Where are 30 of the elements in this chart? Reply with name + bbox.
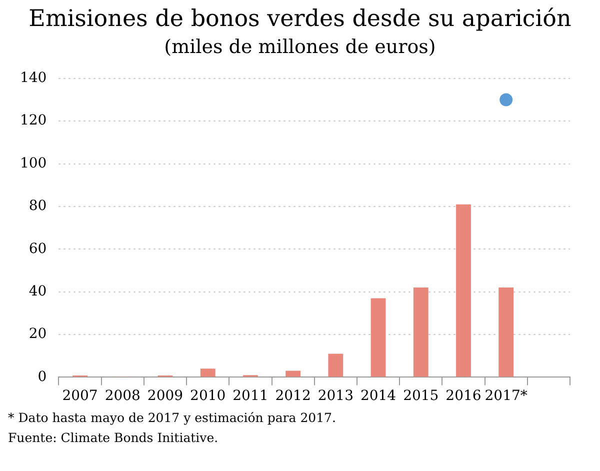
bar — [370, 298, 386, 377]
text: * Dato hasta mayo de 2017 y estimación para 2017. — [8, 409, 337, 427]
x-tick-label: 2008 — [104, 388, 140, 404]
x-tick-label: 2014 — [360, 388, 396, 404]
x-tick-label: 2009 — [147, 388, 184, 404]
x-tick-label: 2011 — [232, 388, 268, 404]
y-tick-label: 80 — [28, 198, 47, 214]
chart-title: Emisiones de bonos verdes desde su aparición — [28, 6, 572, 32]
x-tick-label: 2007 — [62, 388, 98, 404]
x-tick-label: 2017* — [484, 388, 528, 404]
bar — [498, 288, 514, 377]
source-note: Fuente: Climate Bonds Initiative. — [8, 429, 220, 447]
x-tick-label: 2016 — [446, 388, 482, 404]
bar — [413, 288, 428, 377]
bar — [200, 368, 216, 377]
x-tick-label: 2015 — [403, 388, 439, 404]
y-tick-label: 140 — [20, 70, 47, 86]
x-tick-label: 2010 — [190, 388, 226, 404]
y-tick-label: 0 — [38, 368, 47, 385]
bar — [286, 370, 301, 377]
y-tick-label: 120 — [20, 112, 47, 129]
bar — [328, 354, 344, 377]
y-tick-label: 60 — [28, 240, 47, 257]
y-tick-label: 100 — [20, 155, 47, 172]
chart-subtitle: (miles de millones de euros) — [163, 36, 437, 58]
y-tick-label: 20 — [28, 326, 47, 342]
y-tick-label: 40 — [28, 283, 47, 300]
bar — [456, 204, 471, 377]
x-tick-label: 2012 — [275, 388, 311, 404]
x-tick-label: 2013 — [318, 388, 354, 404]
